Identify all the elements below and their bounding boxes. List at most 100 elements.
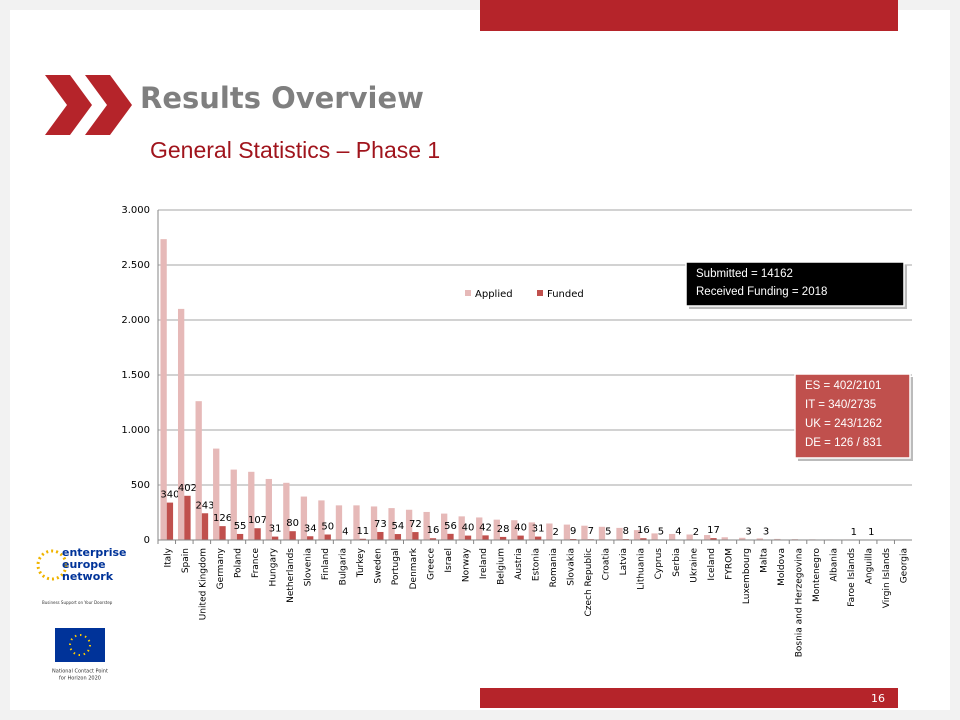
value-label: 28 <box>497 524 510 535</box>
value-label: 55 <box>234 521 247 532</box>
x-tick-label: Ireland <box>479 548 489 579</box>
bar <box>370 506 378 540</box>
bar <box>447 533 454 540</box>
bar <box>377 531 384 540</box>
chevron <box>85 75 132 135</box>
x-tick-label: Hungary <box>268 547 278 586</box>
annotation-text: IT = 340/2735 <box>805 399 876 411</box>
bar <box>254 528 261 540</box>
ncp-line: for Horizon 2020 <box>59 676 101 682</box>
y-tick-label: 3.000 <box>121 205 150 216</box>
x-tick-label: Slovenia <box>304 548 314 586</box>
bar <box>271 536 279 540</box>
value-label: 16 <box>427 525 440 536</box>
page-number: 16 <box>871 692 885 705</box>
slide-subtitle: General Statistics – Phase 1 <box>150 137 440 163</box>
bar <box>429 538 437 540</box>
annotation-text: Submitted = 14162 <box>696 268 793 280</box>
value-label: 9 <box>570 526 576 537</box>
value-label: 42 <box>479 522 492 533</box>
y-tick-label: 2.000 <box>121 315 150 326</box>
bar <box>335 505 343 540</box>
bar <box>458 516 465 540</box>
bar <box>482 535 489 540</box>
bar <box>651 533 658 540</box>
x-tick-label: Slovakia <box>567 548 577 586</box>
value-label: 1 <box>851 527 857 538</box>
bar <box>476 517 483 540</box>
bar <box>721 537 728 540</box>
x-tick-label: Croatia <box>602 548 612 580</box>
annotation-box <box>794 373 911 459</box>
bar <box>160 239 167 540</box>
value-label: 31 <box>532 524 545 535</box>
x-tick-label: Serbia <box>672 548 682 577</box>
bar <box>598 526 606 540</box>
x-tick-label: Belgium <box>496 548 506 585</box>
bar <box>616 527 623 540</box>
y-tick-label: 2.500 <box>121 260 150 271</box>
bar <box>248 471 255 540</box>
value-label: 8 <box>623 526 629 537</box>
value-label: 3 <box>763 527 769 538</box>
x-tick-label: Albania <box>830 548 840 582</box>
y-tick-label: 1.500 <box>121 370 150 381</box>
x-tick-label: Luxembourg <box>742 548 752 604</box>
x-tick-label: Denmark <box>409 547 419 589</box>
value-label: 56 <box>444 521 457 532</box>
logo-line: enterprise <box>62 546 127 559</box>
value-label: 1 <box>868 527 874 538</box>
ncp-line: National Contact Point <box>52 669 108 675</box>
value-label: 34 <box>304 523 317 534</box>
bar <box>388 508 395 540</box>
annotation-text: ES = 402/2101 <box>805 380 881 392</box>
x-tick-label: Malta <box>759 548 769 573</box>
value-label: 80 <box>286 518 299 529</box>
x-tick-label: Germany <box>216 547 226 589</box>
bar <box>289 531 296 540</box>
x-tick-label: Moldova <box>777 548 787 586</box>
bar <box>686 534 693 540</box>
eu-logo: National Contact Point for Horizon 2020 <box>52 628 108 682</box>
value-label: 73 <box>374 519 387 530</box>
value-label: 4 <box>675 527 681 538</box>
legend-swatch <box>465 290 471 296</box>
bar <box>563 524 571 540</box>
x-tick-label: Netherlands <box>286 548 296 603</box>
x-tick-label: Bulgaria <box>339 548 349 585</box>
annotation-text: DE = 126 / 831 <box>805 437 882 449</box>
bar <box>353 505 360 540</box>
chevron <box>45 75 92 135</box>
x-tick-label: Czech Republic <box>584 548 594 617</box>
legend-label: Funded <box>547 289 584 300</box>
x-tick-label: Poland <box>233 548 243 578</box>
een-logo: enterprise europe network Business Suppo… <box>36 546 127 605</box>
x-tick-label: Faroe Islands <box>847 548 857 607</box>
bar <box>493 519 500 540</box>
bar <box>774 538 781 540</box>
bar <box>166 502 174 540</box>
x-tick-label: Iceland <box>707 548 717 581</box>
x-tick-label: Sweden <box>374 548 384 584</box>
bar <box>441 513 448 540</box>
bar <box>710 538 717 540</box>
value-label: 31 <box>269 524 282 535</box>
x-tick-label: Norway <box>461 547 471 582</box>
bar <box>283 482 290 540</box>
x-tick-label: Ukraine <box>689 548 699 583</box>
bar <box>405 509 413 540</box>
bar <box>499 536 507 540</box>
bar <box>756 538 763 540</box>
bar <box>219 526 226 540</box>
x-tick-label: United Kingdom <box>198 548 208 620</box>
value-label: 40 <box>514 523 527 534</box>
slide-background <box>10 10 950 710</box>
x-tick-label: France <box>251 548 261 578</box>
eu-stars <box>69 634 91 656</box>
value-label: 72 <box>409 519 422 530</box>
bar <box>511 520 518 540</box>
annotation-text: Received Funding = 2018 <box>696 286 827 298</box>
star-ring <box>36 549 68 581</box>
x-tick-label: Portugal <box>391 548 401 585</box>
